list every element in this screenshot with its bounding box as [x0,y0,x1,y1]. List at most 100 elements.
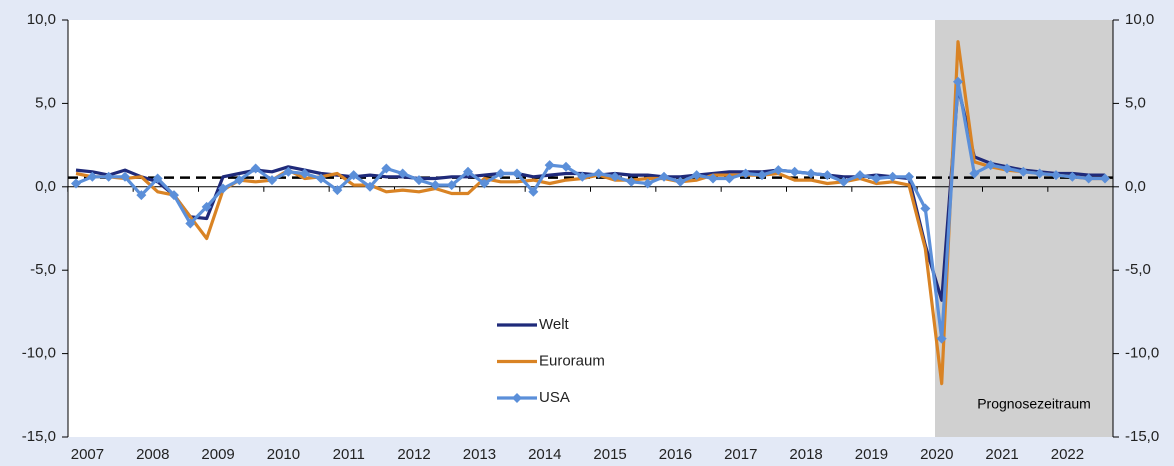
data-marker [822,170,833,181]
data-marker [740,168,751,179]
y-tick-label: -15,0 [22,428,56,445]
data-marker [250,163,261,174]
y-tick-label: -10,0 [22,345,56,362]
data-marker [414,175,424,186]
y-tick-label: 0,0 [35,178,56,195]
data-marker [348,170,359,181]
data-marker [446,180,457,191]
legend-marker [512,393,522,403]
data-marker [561,161,571,172]
data-marker [397,168,408,179]
y-tick-label: -5,0 [30,261,56,278]
x-tick-label: 2016 [659,446,692,463]
data-marker [626,176,637,187]
data-marker [71,178,81,189]
x-tick-label: 2022 [1051,446,1084,463]
data-marker [904,171,914,182]
data-marker [806,168,816,179]
forecast-label: Prognosezeitraum [977,396,1091,412]
x-tick-label: 2015 [593,446,626,463]
series-line [75,40,1105,386]
data-marker [299,168,310,179]
data-marker [855,170,865,181]
data-marker [365,181,375,192]
legend-label: USA [539,389,570,406]
data-marker [675,176,686,187]
data-marker [479,178,490,189]
data-marker [691,170,702,181]
x-tick-label: 2010 [267,446,300,463]
y-tick-label: 10,0 [27,11,56,28]
data-marker [642,178,653,189]
data-marker [1002,163,1012,174]
data-marker [1083,173,1094,184]
data-marker [87,171,98,182]
legend-label: Welt [539,316,570,333]
data-marker [593,168,604,179]
data-marker [871,173,882,184]
data-marker [528,186,539,197]
data-marker [659,171,669,182]
data-marker [757,170,767,181]
data-marker [463,166,473,177]
data-marker [512,168,522,179]
data-marker [430,180,441,191]
data-marker [724,173,735,184]
data-marker [969,168,980,179]
x-tick-label: 2021 [985,446,1018,463]
x-tick-label: 2009 [201,446,234,463]
data-marker [577,171,588,182]
data-marker [120,171,130,182]
legend-label: Euroraum [539,352,605,369]
x-tick-label: 2013 [463,446,496,463]
x-tick-label: 2020 [920,446,953,463]
y2-tick-label: 10,0 [1125,11,1154,28]
data-marker [201,201,212,212]
data-marker [920,203,931,214]
data-marker [103,171,114,182]
data-marker [185,218,196,229]
x-tick-label: 2012 [397,446,430,463]
data-marker [1018,166,1029,177]
data-marker [381,163,392,174]
data-marker [283,166,294,177]
data-marker [218,183,228,194]
x-tick-label: 2014 [528,446,561,463]
data-marker [495,168,506,179]
data-marker [1034,168,1045,179]
data-marker [953,76,963,87]
data-marker [985,160,996,171]
x-tick-label: 2018 [789,446,822,463]
data-marker [169,190,179,201]
data-marker [789,166,800,177]
data-marker [773,165,784,176]
y2-tick-label: -15,0 [1125,428,1159,445]
x-tick-label: 2019 [855,446,888,463]
data-marker [887,171,898,182]
data-marker [838,176,849,187]
data-marker [1067,171,1078,182]
x-tick-label: 2017 [724,446,757,463]
data-marker [332,185,343,196]
y2-tick-label: 5,0 [1125,94,1146,111]
y2-tick-label: 0,0 [1125,178,1146,195]
data-marker [267,175,277,186]
data-marker [610,171,620,182]
data-marker [136,190,147,201]
series-line [75,80,1105,341]
y2-tick-label: -5,0 [1125,261,1151,278]
data-marker [1100,173,1110,184]
data-marker [234,175,245,186]
data-marker [316,173,326,184]
x-tick-label: 2007 [71,446,104,463]
data-marker [708,173,718,184]
data-marker [936,333,947,344]
y-tick-label: 5,0 [35,94,56,111]
x-tick-label: 2008 [136,446,169,463]
x-tick-label: 2011 [333,446,365,463]
y2-tick-label: -10,0 [1125,345,1159,362]
data-marker [152,173,163,184]
data-marker [1051,170,1061,181]
data-marker [544,160,555,171]
